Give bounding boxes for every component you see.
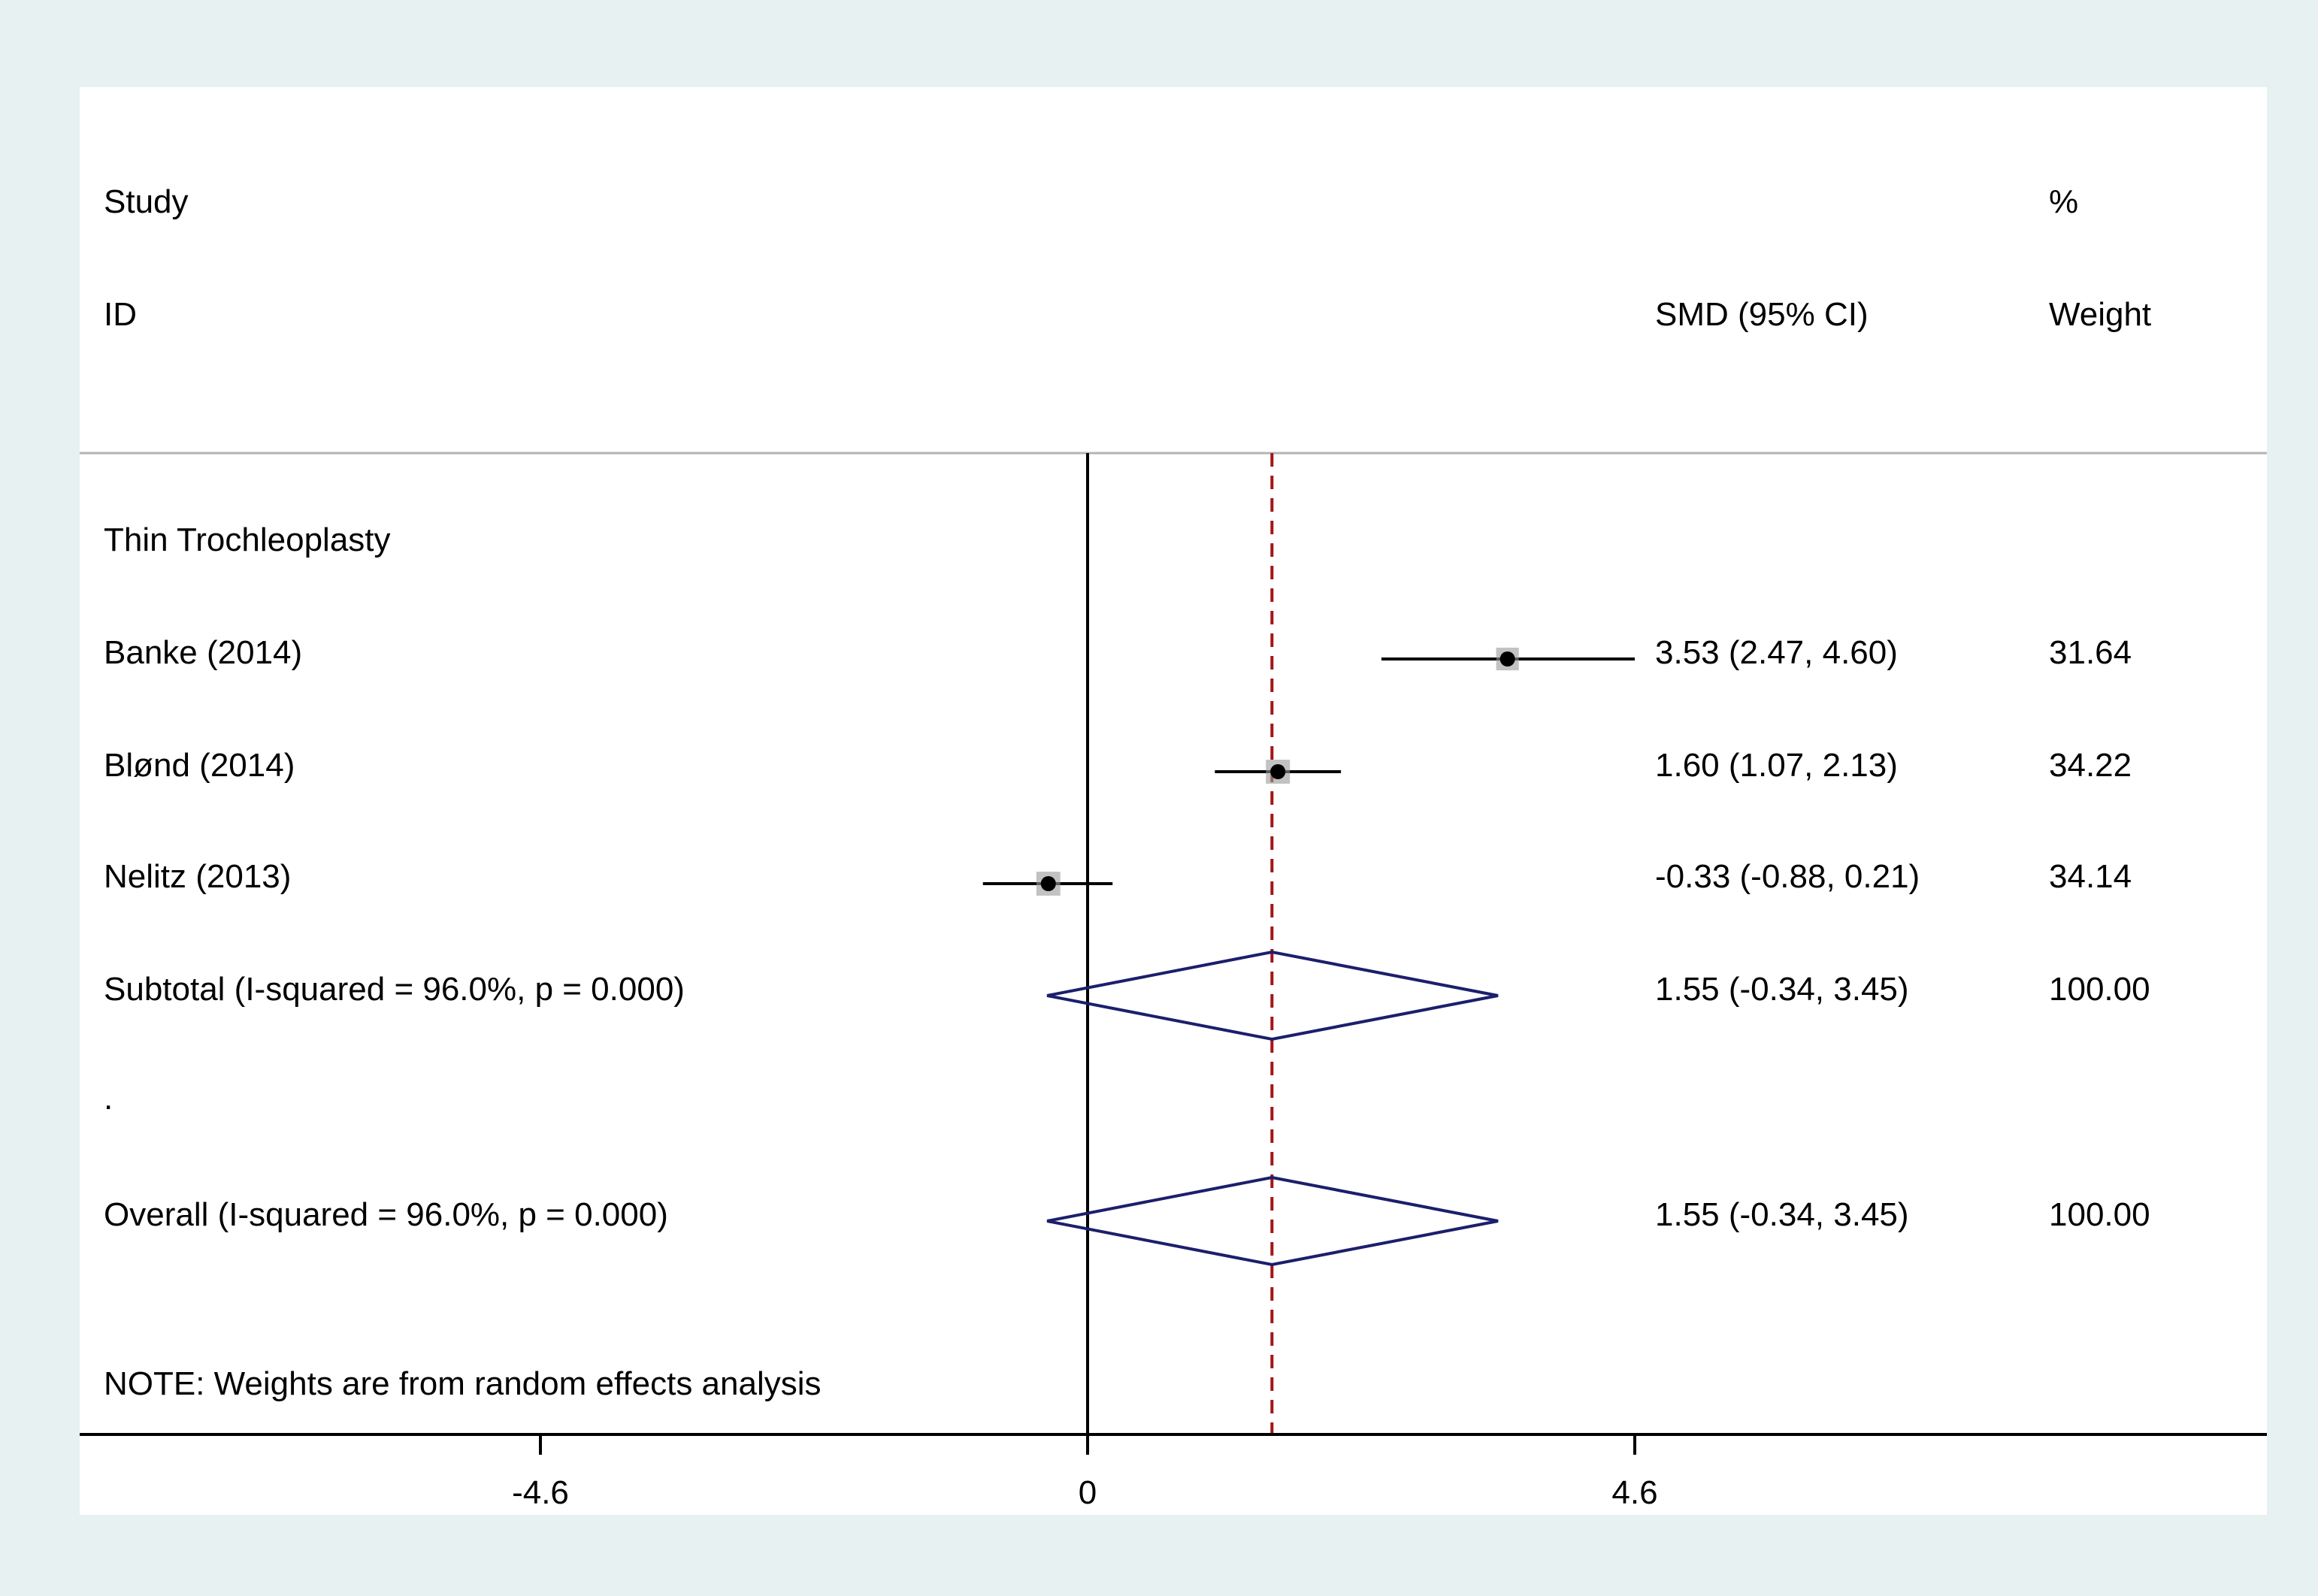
- header-study: Study: [104, 183, 189, 220]
- group-label: Thin Trochleoplasty: [104, 521, 391, 558]
- header-weight: Weight: [2049, 296, 2151, 333]
- subtotal-diamond: [1046, 950, 1499, 1041]
- x-tick-label-neg4.6: -4.6: [512, 1474, 569, 1511]
- point-estimate-nelitz: [1040, 876, 1056, 891]
- overall-label: Overall (I-squared = 96.0%, p = 0.000): [104, 1196, 668, 1233]
- overall-ci: 1.55 (-0.34, 3.45): [1655, 1196, 1909, 1233]
- note-text: NOTE: Weights are from random effects an…: [104, 1365, 822, 1402]
- study-label-blond: Blønd (2014): [104, 747, 295, 784]
- overall-diamond: [1046, 1175, 1499, 1267]
- study-ci-blond: 1.60 (1.07, 2.13): [1655, 747, 1898, 784]
- point-estimate-blond: [1270, 764, 1286, 779]
- forest-plot: Study ID SMD (95% CI) % Weight Thin Troc…: [80, 183, 2267, 1511]
- subtotal-label: Subtotal (I-squared = 96.0%, p = 0.000): [104, 971, 685, 1008]
- x-tick-label-0: 0: [1079, 1474, 1097, 1511]
- header-effect: SMD (95% CI): [1655, 296, 1869, 333]
- subtotal-ci: 1.55 (-0.34, 3.45): [1655, 971, 1909, 1008]
- header-percent: %: [2049, 183, 2078, 220]
- study-ci-nelitz: -0.33 (-0.88, 0.21): [1655, 858, 1920, 895]
- study-weight-nelitz: 34.14: [2049, 858, 2132, 895]
- study-weight-blond: 34.22: [2049, 747, 2132, 784]
- study-label-nelitz: Nelitz (2013): [104, 858, 291, 895]
- page-frame: Study ID SMD (95% CI) % Weight Thin Troc…: [5, 5, 2313, 1591]
- overall-weight: 100.00: [2049, 1196, 2150, 1233]
- subtotal-weight: 100.00: [2049, 971, 2150, 1008]
- study-label-banke: Banke (2014): [104, 634, 302, 671]
- separator-dot: .: [104, 1080, 113, 1117]
- study-weight-banke: 31.64: [2049, 634, 2132, 671]
- x-tick-label-4.6: 4.6: [1611, 1474, 1657, 1511]
- point-estimate-banke: [1499, 651, 1515, 667]
- plot-panel: Study ID SMD (95% CI) % Weight Thin Troc…: [80, 87, 2267, 1515]
- header-id: ID: [104, 296, 137, 333]
- study-ci-banke: 3.53 (2.47, 4.60): [1655, 634, 1898, 671]
